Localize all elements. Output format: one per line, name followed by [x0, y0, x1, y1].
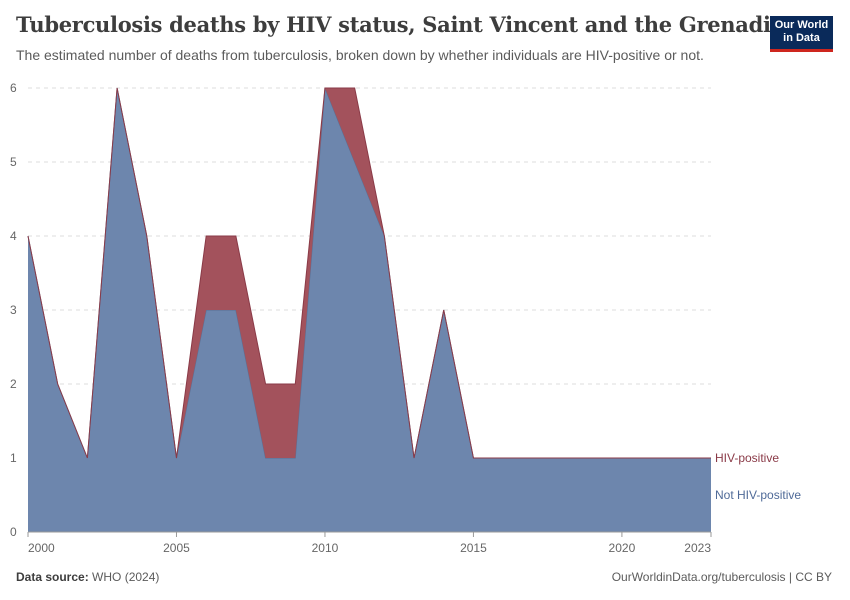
source-link[interactable]: OurWorldinData.org/tuberculosis | CC BY	[611, 570, 832, 584]
data-source: Data source: WHO (2024)	[16, 570, 159, 584]
chart-title: Tuberculosis deaths by HIV status, Saint…	[16, 12, 811, 37]
x-tick-label: 2010	[312, 541, 339, 555]
y-tick-label: 4	[10, 229, 17, 243]
logo-line-2: in Data	[783, 32, 820, 44]
data-source-label: Data source:	[16, 570, 89, 584]
y-tick-label: 2	[10, 377, 17, 391]
x-tick-label: 2000	[28, 541, 55, 555]
y-tick-label: 1	[10, 451, 17, 465]
y-tick-label: 5	[10, 155, 17, 169]
x-tick-label: 2020	[609, 541, 636, 555]
y-tick-label: 3	[10, 303, 17, 317]
data-source-value: WHO (2024)	[92, 570, 160, 584]
y-tick-label: 0	[10, 525, 17, 539]
area-outline-hiv-positive	[27, 87, 711, 459]
owid-logo[interactable]: Our World in Data	[770, 16, 833, 52]
x-tick-label: 2015	[460, 541, 487, 555]
legend-label-not-hiv-positive: Not HIV-positive	[715, 488, 801, 502]
logo-line-1: Our World	[774, 19, 829, 31]
x-tick-label: 2005	[163, 541, 190, 555]
legend-label-hiv-positive: HIV-positive	[715, 451, 779, 465]
chart-subtitle: The estimated number of deaths from tube…	[16, 47, 704, 63]
y-tick-label: 6	[10, 81, 17, 95]
x-tick-label: 2023	[684, 541, 711, 555]
area-series-not-hiv-positive	[28, 88, 711, 532]
